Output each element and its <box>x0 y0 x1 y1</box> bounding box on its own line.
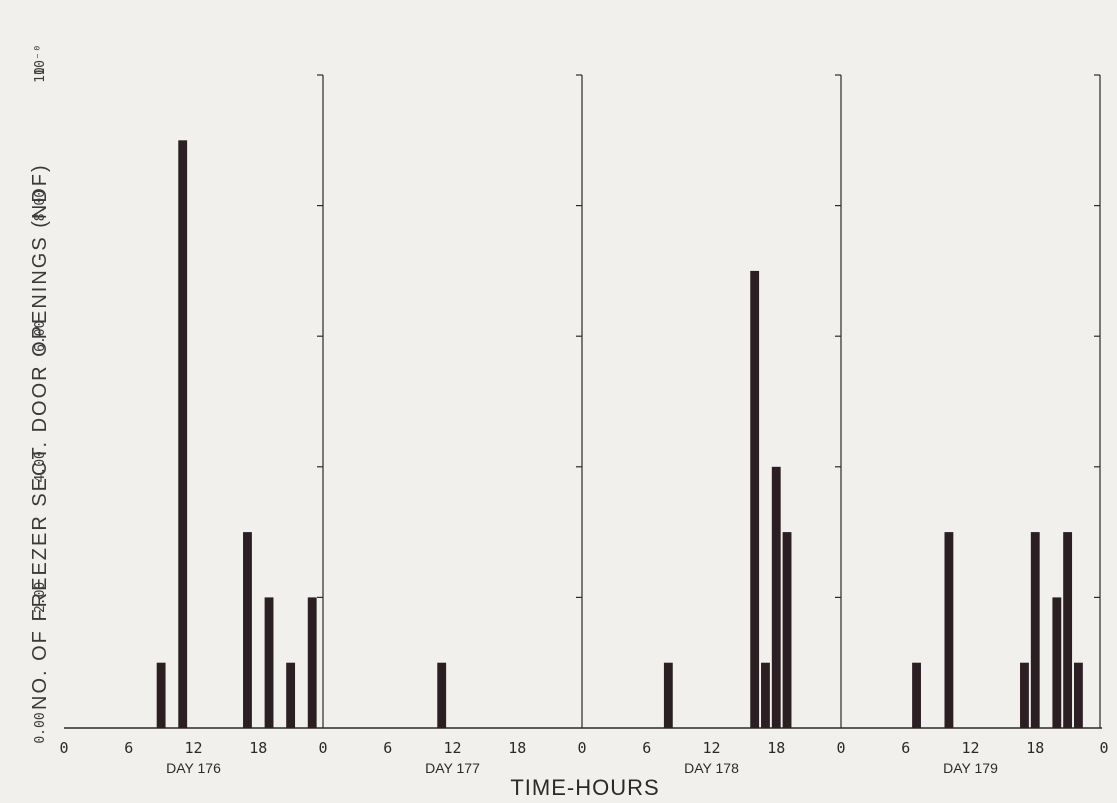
day-label: DAY 179 <box>943 760 998 776</box>
bar <box>761 662 770 728</box>
bar <box>1052 597 1062 728</box>
bar <box>1030 532 1040 728</box>
bar <box>750 270 760 728</box>
y-axis-title: NO. OF FREEZER SECT. DOOR OPENINGS (NDF) <box>29 163 51 710</box>
x-tick-label: 12 <box>443 739 461 757</box>
bar <box>264 597 274 728</box>
x-tick-label: 18 <box>1026 739 1044 757</box>
x-tick-label: 12 <box>184 739 202 757</box>
x-tick-label: 12 <box>702 739 720 757</box>
day-label: DAY 177 <box>425 760 480 776</box>
x-tick-label: 18 <box>767 739 785 757</box>
y-scale-note: 10⁻⁰ <box>33 44 48 75</box>
y-tick-label: 6.00 <box>33 321 48 352</box>
bar <box>771 466 781 728</box>
bars-group <box>156 140 1083 729</box>
bar <box>307 597 317 728</box>
bar <box>1020 662 1029 728</box>
bar <box>286 662 296 728</box>
y-tick-label: 4.00 <box>33 451 48 482</box>
bar <box>437 662 447 728</box>
bar <box>178 140 188 729</box>
x-tick-label: 0 <box>318 739 327 757</box>
bar <box>243 532 252 728</box>
day-label: DAY 176 <box>166 760 221 776</box>
x-tick-label: 6 <box>901 739 910 757</box>
bar <box>782 532 792 728</box>
axes-group <box>64 74 1102 729</box>
x-tick-label: 6 <box>642 739 651 757</box>
day-label: DAY 178 <box>684 760 739 776</box>
x-tick-label: 18 <box>508 739 526 757</box>
x-tick-label: 0 <box>836 739 845 757</box>
bar <box>944 532 954 728</box>
y-tick-label: 10 <box>33 67 48 83</box>
x-tick-label: 0 <box>577 739 586 757</box>
x-tick-label-end: 0 <box>1099 739 1108 757</box>
bar <box>156 662 166 728</box>
x-tick-label: 0 <box>59 739 68 757</box>
bar <box>912 662 921 728</box>
y-tick-label: 0.00 <box>33 712 48 743</box>
x-tick-label: 6 <box>124 739 133 757</box>
x-tick-label: 12 <box>961 739 979 757</box>
bar <box>1073 662 1083 728</box>
y-tick-label: 8.00 <box>33 190 48 221</box>
x-tick-label: 6 <box>383 739 392 757</box>
x-tick-label: 18 <box>249 739 267 757</box>
bar <box>1063 532 1073 728</box>
bar <box>663 662 673 728</box>
y-tick-label: 2.00 <box>33 582 48 613</box>
x-axis-title: TIME-HOURS <box>510 775 659 800</box>
